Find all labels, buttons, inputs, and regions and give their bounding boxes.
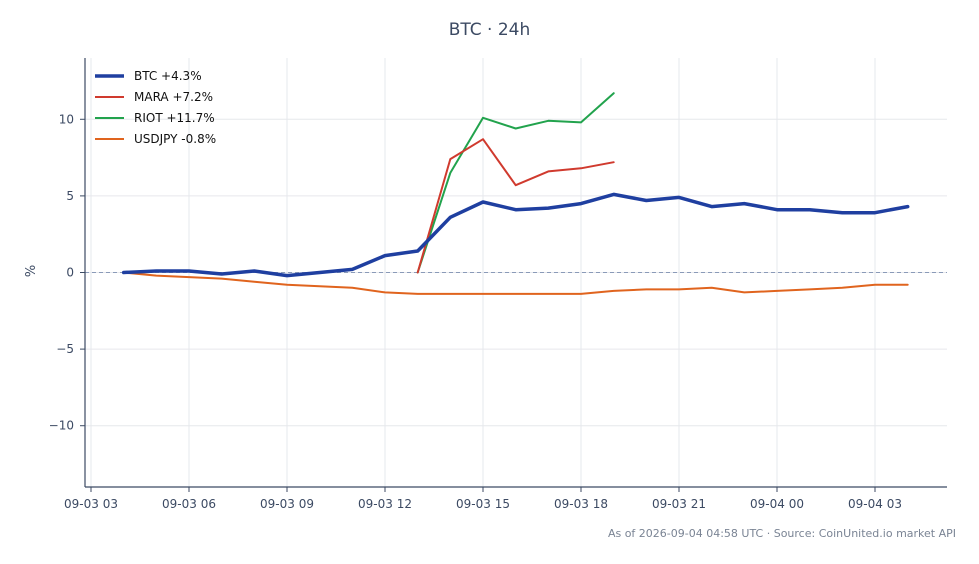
legend-label: USDJPY -0.8% [134, 132, 216, 146]
x-tick-label: 09-03 12 [358, 497, 412, 511]
source-footnote: As of 2026-09-04 04:58 UTC · Source: Coi… [607, 527, 956, 540]
x-tick-label: 09-03 09 [260, 497, 314, 511]
series-lines [121, 92, 910, 295]
axes: 09-03 03 09-03 06 09-03 09 09-03 12 09-03 15… [49, 58, 947, 511]
y-axis-label: % [24, 265, 39, 277]
y-tick-label: 10 [59, 112, 74, 126]
x-tick-label: 09-04 00 [750, 497, 804, 511]
chart-title: BTC · 24h [448, 20, 531, 40]
legend-label: RIOT +11.7% [134, 111, 215, 125]
series-line-btc [121, 192, 910, 278]
y-tick-label: −5 [56, 342, 74, 356]
x-tick-label: 09-04 03 [848, 497, 902, 511]
x-tick-label: 09-03 03 [64, 497, 118, 511]
y-tick-label: 0 [66, 266, 74, 280]
legend-label: MARA +7.2% [134, 90, 213, 104]
x-tick-label: 09-03 06 [162, 497, 216, 511]
legend: BTC +4.3% MARA +7.2% RIOT +11.7% USDJPY -0.… [95, 69, 216, 146]
y-tick-label: −10 [49, 419, 74, 433]
y-tick-label: 5 [66, 189, 74, 203]
x-tick-label: 09-03 21 [652, 497, 706, 511]
series-line-usdjpy [122, 271, 909, 295]
x-tick-label: 09-03 15 [456, 497, 510, 511]
series-line-mara [416, 138, 615, 274]
legend-label: BTC +4.3% [134, 69, 202, 83]
x-tick-label: 09-03 18 [554, 497, 608, 511]
series-line-riot [416, 92, 615, 274]
